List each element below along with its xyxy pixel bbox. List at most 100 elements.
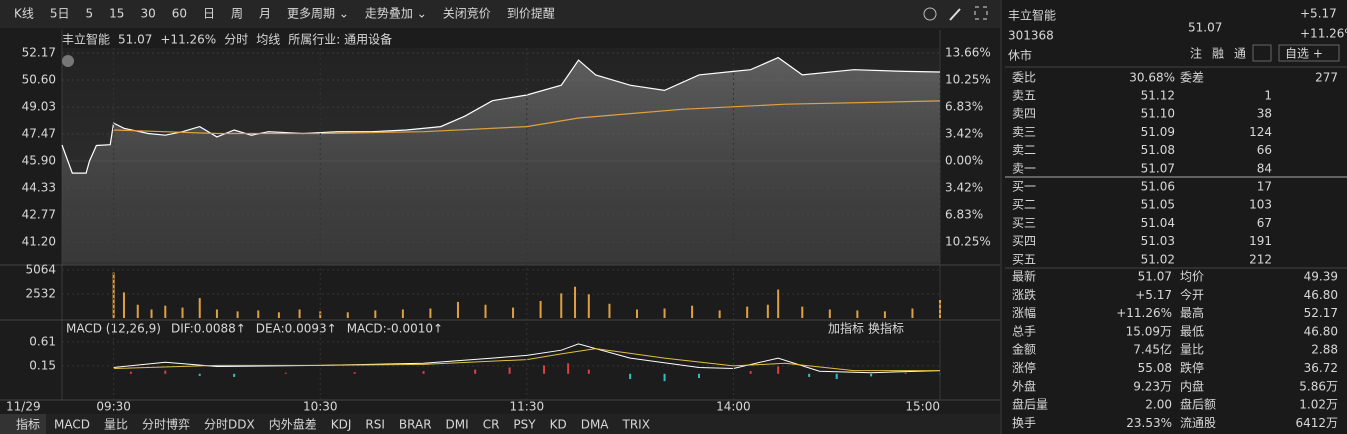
quote-button[interactable]: 融 — [1212, 47, 1224, 61]
macd-bar — [663, 373, 666, 382]
volume-bar — [164, 305, 167, 318]
book-label: 买三 — [1012, 216, 1036, 230]
toolbar-item[interactable]: 60 — [172, 7, 187, 21]
macd-bar — [870, 373, 873, 377]
stat-label: 金额 — [1012, 342, 1036, 357]
book-price: 51.09 — [1141, 125, 1175, 139]
stat-value: 2.88 — [1311, 343, 1338, 357]
macd-bar — [567, 363, 570, 374]
macd-bar — [422, 371, 425, 374]
volume-bar — [181, 307, 184, 318]
tab[interactable]: MACD — [54, 418, 90, 432]
draw-icon[interactable] — [949, 8, 961, 21]
toolbar-item[interactable]: 月 — [259, 7, 271, 21]
book-label: 卖二 — [1012, 143, 1036, 157]
y-tick-label: 0.61 — [29, 334, 56, 348]
tab[interactable]: DMI — [446, 418, 469, 432]
macd-bar — [629, 373, 632, 380]
book-label: 买五 — [1012, 252, 1036, 266]
stat-value: 6412万 — [1295, 416, 1338, 430]
volume-bar — [636, 309, 639, 318]
stat-value: 55.08 — [1138, 361, 1172, 375]
toolbar-item[interactable]: 日 — [203, 7, 215, 21]
pct-tick-label: 10.25% — [945, 73, 991, 87]
tab[interactable]: 内外盘差 — [269, 417, 317, 432]
stat-label: 流通股 — [1180, 416, 1216, 430]
tab[interactable]: 分时DDX — [204, 418, 255, 432]
macd-bar — [129, 371, 132, 374]
stock-price: 51.07 — [1188, 21, 1222, 35]
toolbar-item[interactable]: 5日 — [50, 7, 70, 21]
diff-label: 委差 — [1180, 71, 1204, 85]
tab[interactable]: 量比 — [104, 418, 128, 432]
toolbar-item[interactable]: 到价提醒 — [507, 6, 555, 21]
volume-bar — [136, 304, 139, 318]
toolbar-item[interactable]: 关闭竞价 — [443, 7, 491, 21]
toolbar-item[interactable]: 5 — [86, 7, 94, 21]
dea-line — [113, 348, 940, 372]
tab[interactable]: DMA — [581, 418, 610, 432]
tab-active-bg — [0, 414, 46, 434]
tab[interactable]: CR — [483, 418, 500, 432]
stat-value: 51.07 — [1138, 270, 1172, 284]
stat-value: 5.86万 — [1299, 379, 1338, 393]
book-price: 51.03 — [1141, 234, 1175, 248]
toolbar-item[interactable]: 周 — [231, 7, 243, 21]
bell-button[interactable] — [1252, 44, 1272, 62]
close-icon[interactable] — [62, 55, 74, 67]
stat-value: 9.23万 — [1133, 379, 1172, 393]
watch-label[interactable]: 自选 + — [1285, 47, 1323, 61]
book-volume: 66 — [1257, 143, 1272, 157]
tab[interactable]: BRAR — [399, 418, 432, 432]
stat-value: 46.80 — [1304, 324, 1338, 338]
time-label: 10:30 — [303, 400, 338, 414]
toolbar-item[interactable]: 走势叠加 ⌄ — [365, 7, 427, 21]
y-tick-label: 49.03 — [22, 100, 56, 114]
volume-bar — [691, 305, 694, 318]
book-label: 买四 — [1012, 234, 1036, 248]
header-change: +11.26% — [160, 33, 216, 47]
volume-bar — [215, 309, 218, 318]
watch-button[interactable] — [1278, 44, 1340, 62]
toolbar-item[interactable]: K线 — [14, 7, 34, 21]
tab[interactable]: KD — [550, 418, 567, 432]
time-label: 15:00 — [905, 400, 940, 414]
tab[interactable]: KDJ — [331, 418, 352, 432]
fullscreen-icon[interactable] — [974, 6, 988, 20]
book-label: 买一 — [1012, 180, 1036, 194]
status: 休市 — [1008, 48, 1032, 63]
toolbar-item[interactable]: 15 — [109, 7, 124, 21]
toolbar-item[interactable]: 更多周期 ⌄ — [287, 7, 349, 21]
stat-value: 1.02万 — [1299, 398, 1338, 412]
stat-label: 涨停 — [1012, 360, 1036, 375]
quote-button[interactable]: 通 — [1234, 47, 1246, 61]
menu-icon[interactable] — [923, 7, 937, 21]
stat-label: 最高 — [1180, 305, 1204, 320]
stat-value: 49.39 — [1304, 270, 1338, 284]
stat-label: 盘后额 — [1180, 397, 1216, 412]
volume-bar — [236, 311, 239, 318]
tab[interactable]: 分时博弈 — [142, 417, 190, 432]
stat-label: 外盘 — [1012, 378, 1036, 393]
macd-macd: MACD:-0.0010↑ — [347, 322, 443, 336]
diff: 277 — [1315, 71, 1338, 85]
tab[interactable]: RSI — [365, 418, 385, 432]
tab[interactable]: PSY — [513, 418, 536, 432]
stat-value: 23.53% — [1126, 416, 1172, 430]
stat-value: 46.80 — [1304, 288, 1338, 302]
volume-bar — [112, 272, 115, 318]
price-area — [62, 57, 940, 262]
toolbar-item[interactable]: 30 — [140, 7, 155, 21]
add-indicator[interactable]: 加指标 — [828, 321, 864, 336]
tab[interactable]: 指标 — [16, 417, 40, 432]
stat-label: 总手 — [1012, 324, 1036, 338]
quote-button[interactable]: 注 — [1190, 46, 1202, 61]
pct-tick-label: 6.83% — [945, 100, 983, 114]
volume-bar — [374, 310, 377, 318]
pct-tick-label: 13.66% — [945, 45, 991, 59]
tab[interactable]: TRIX — [622, 418, 650, 432]
pct-tick-label: 6.83% — [945, 207, 983, 221]
swap-indicator[interactable]: 换指标 — [868, 321, 904, 336]
avg-line — [113, 100, 941, 135]
